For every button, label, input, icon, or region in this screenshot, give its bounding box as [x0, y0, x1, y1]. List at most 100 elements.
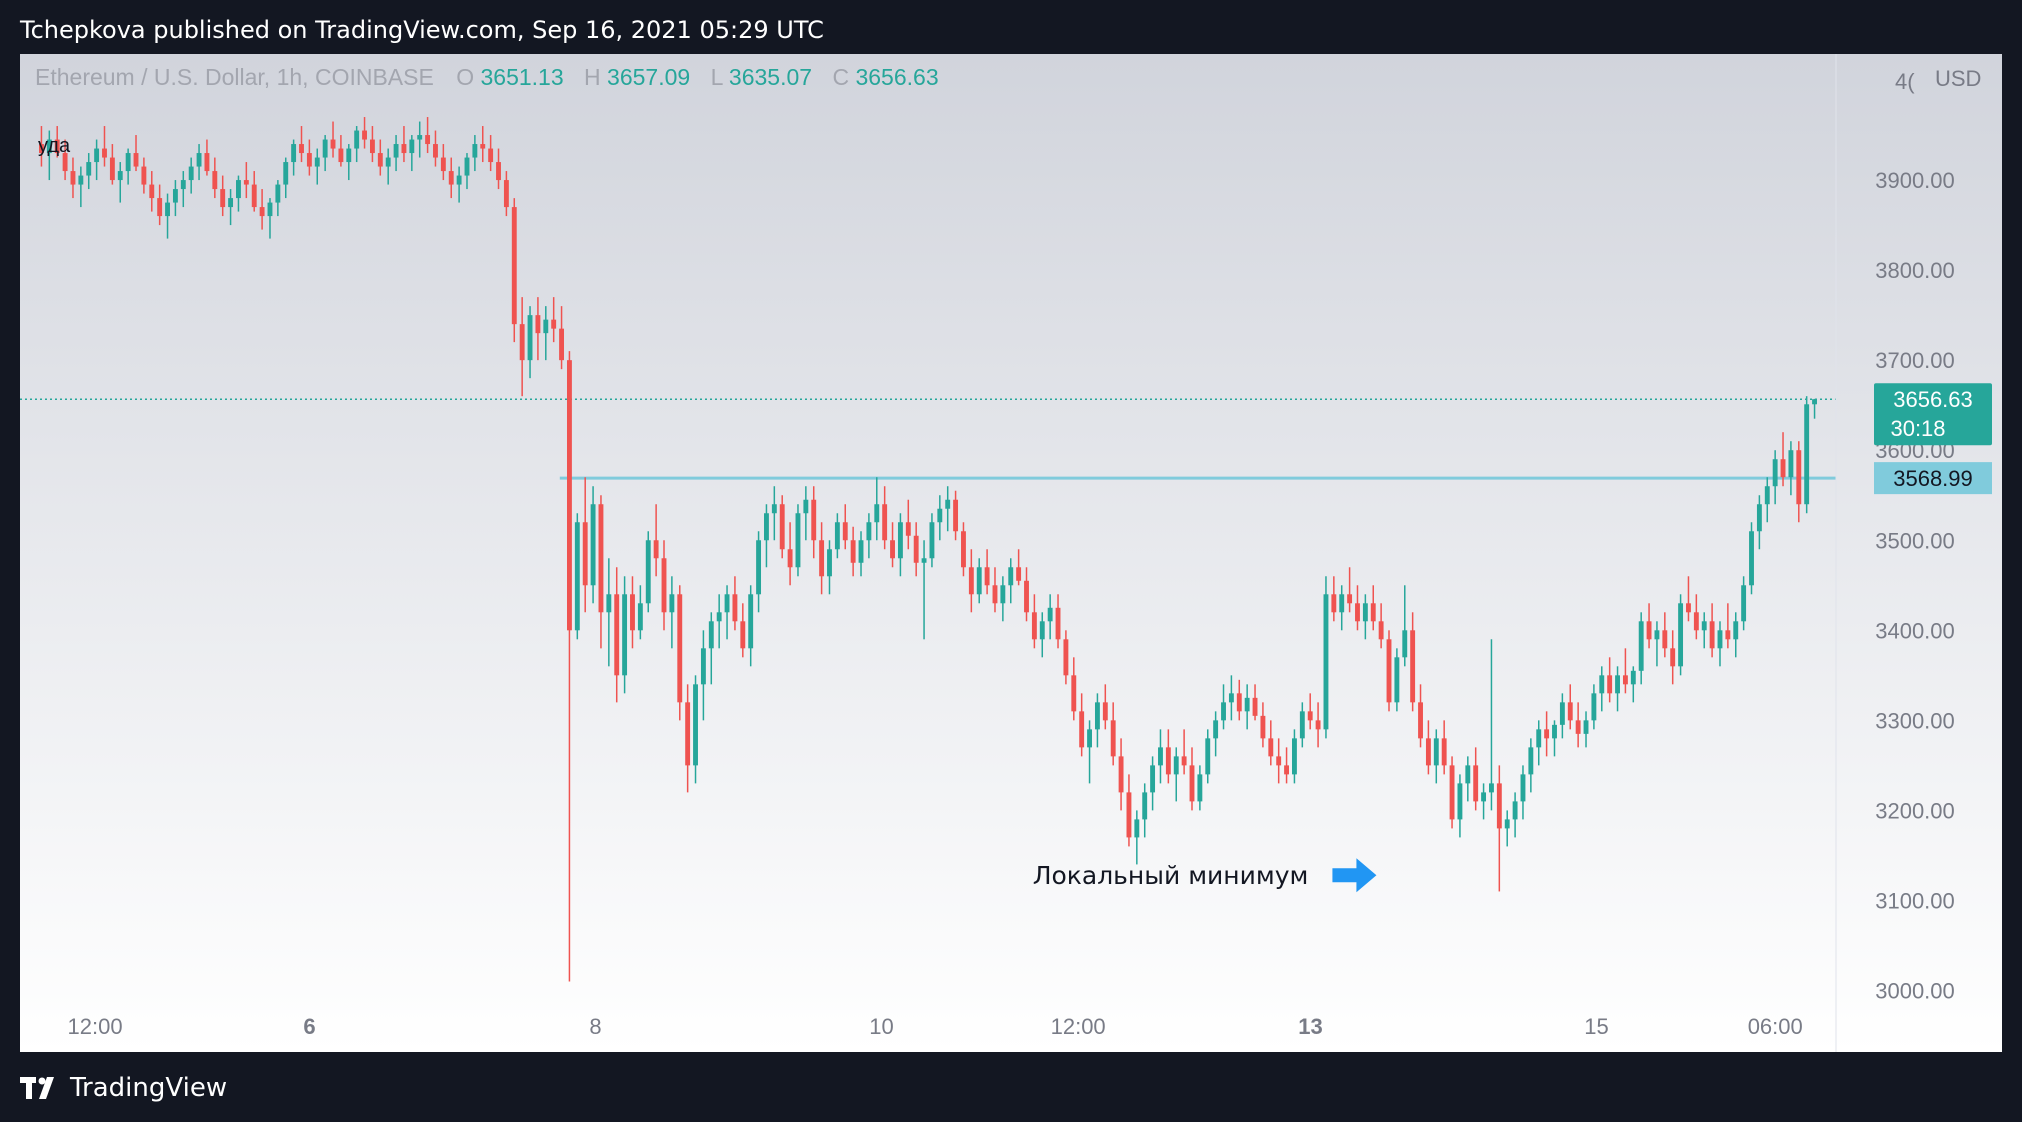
candle: [1481, 783, 1487, 820]
candle: [1441, 720, 1447, 775]
candle-body: [1181, 756, 1187, 766]
candle-body: [1315, 720, 1321, 730]
candle-body: [661, 558, 667, 613]
candle-body: [1662, 630, 1668, 649]
candle-body: [637, 603, 643, 631]
candle: [1678, 594, 1684, 676]
candle: [1299, 702, 1305, 748]
candle: [125, 148, 131, 185]
candle: [1063, 630, 1069, 685]
candle: [961, 522, 966, 577]
candle: [393, 135, 399, 172]
candle-body: [630, 594, 635, 631]
candle: [551, 297, 557, 343]
candle: [1110, 702, 1116, 766]
candle-body: [842, 522, 848, 541]
candle: [180, 171, 186, 208]
candle: [86, 153, 92, 190]
candle-body: [574, 522, 580, 631]
candle: [330, 121, 336, 158]
candle-body: [1425, 738, 1431, 766]
candle: [165, 193, 170, 239]
candle: [1733, 612, 1739, 658]
candle-body: [1717, 630, 1723, 649]
candle-body: [440, 157, 446, 172]
candle-body: [1331, 594, 1337, 613]
candle: [1693, 594, 1699, 640]
candle: [385, 148, 391, 185]
candle: [1670, 630, 1676, 685]
bar-countdown-label: 30:18: [1890, 416, 1945, 441]
candle: [1331, 576, 1337, 622]
candle: [669, 576, 675, 649]
candle: [622, 576, 628, 694]
low-label: L: [711, 64, 724, 90]
candle: [1315, 702, 1321, 748]
candle-body: [1433, 738, 1439, 766]
candle: [291, 139, 297, 176]
candle-body: [827, 549, 832, 577]
candle-body: [1615, 675, 1620, 694]
candle: [1473, 747, 1479, 811]
candle: [803, 486, 809, 541]
candle-body: [882, 504, 888, 541]
candle: [913, 522, 919, 577]
symbol-legend[interactable]: Ethereum / U.S. Dollar, 1h, COINBASE O 3…: [35, 64, 939, 90]
candle: [1638, 612, 1644, 685]
candle-body: [1693, 612, 1699, 631]
candle-body: [1733, 621, 1739, 640]
candle: [1284, 747, 1290, 784]
low-value: 3635.07: [729, 64, 812, 90]
candle-body: [1465, 765, 1471, 784]
candle-body: [1394, 657, 1400, 703]
candle-body: [850, 540, 856, 563]
candle-body: [283, 162, 289, 185]
candle-body: [1024, 580, 1029, 613]
candle: [559, 306, 565, 370]
candle: [1599, 666, 1605, 712]
candle-body: [961, 531, 966, 568]
footer-branding[interactable]: TradingView: [20, 1070, 227, 1106]
candles[interactable]: [39, 117, 1817, 982]
candle: [54, 126, 60, 158]
candle: [1741, 576, 1747, 631]
candle: [1079, 693, 1085, 757]
candle-body: [1150, 765, 1156, 793]
candle-body: [1418, 702, 1423, 739]
candle: [1686, 576, 1691, 622]
candle-body: [1126, 792, 1132, 838]
candle-body: [1299, 711, 1305, 739]
candle-body: [866, 522, 872, 541]
candle-body: [874, 504, 880, 523]
time-axis[interactable]: 12:00 6 8 10 12:00 13 15 06:00: [68, 1014, 1803, 1039]
candle: [1646, 603, 1652, 649]
candle-body: [1268, 738, 1274, 757]
candle: [850, 526, 856, 577]
candle: [1528, 738, 1534, 793]
candle: [1142, 783, 1148, 838]
candle: [1575, 702, 1581, 748]
price-tick-label: 3200.00: [1875, 798, 1955, 823]
candle: [1386, 630, 1392, 712]
candle: [905, 499, 911, 550]
candle: [1780, 432, 1786, 487]
candlestick-chart[interactable]: 4( USD 3000.00 3100.00 3200.00 3300.00 3400.…: [20, 54, 2002, 1052]
candle-body: [669, 594, 675, 613]
candle: [811, 486, 817, 559]
candle: [637, 585, 643, 640]
price-axis[interactable]: 4( USD 3000.00 3100.00 3200.00 3300.00 3400.…: [1835, 54, 2002, 1052]
candle: [535, 297, 541, 361]
candle: [1709, 603, 1715, 658]
chart-panel[interactable]: 4( USD 3000.00 3100.00 3200.00 3300.00 3400.…: [20, 54, 2002, 1052]
candle: [1402, 585, 1408, 667]
candle-body: [1362, 603, 1368, 622]
candle: [976, 558, 982, 604]
candle-body: [543, 319, 549, 334]
candle-body: [511, 207, 517, 325]
candle-body: [196, 153, 202, 167]
candle: [1173, 747, 1179, 802]
candle-body: [125, 153, 131, 172]
candle-body: [46, 139, 52, 154]
candle-body: [259, 207, 265, 217]
candle-body: [1583, 720, 1589, 734]
